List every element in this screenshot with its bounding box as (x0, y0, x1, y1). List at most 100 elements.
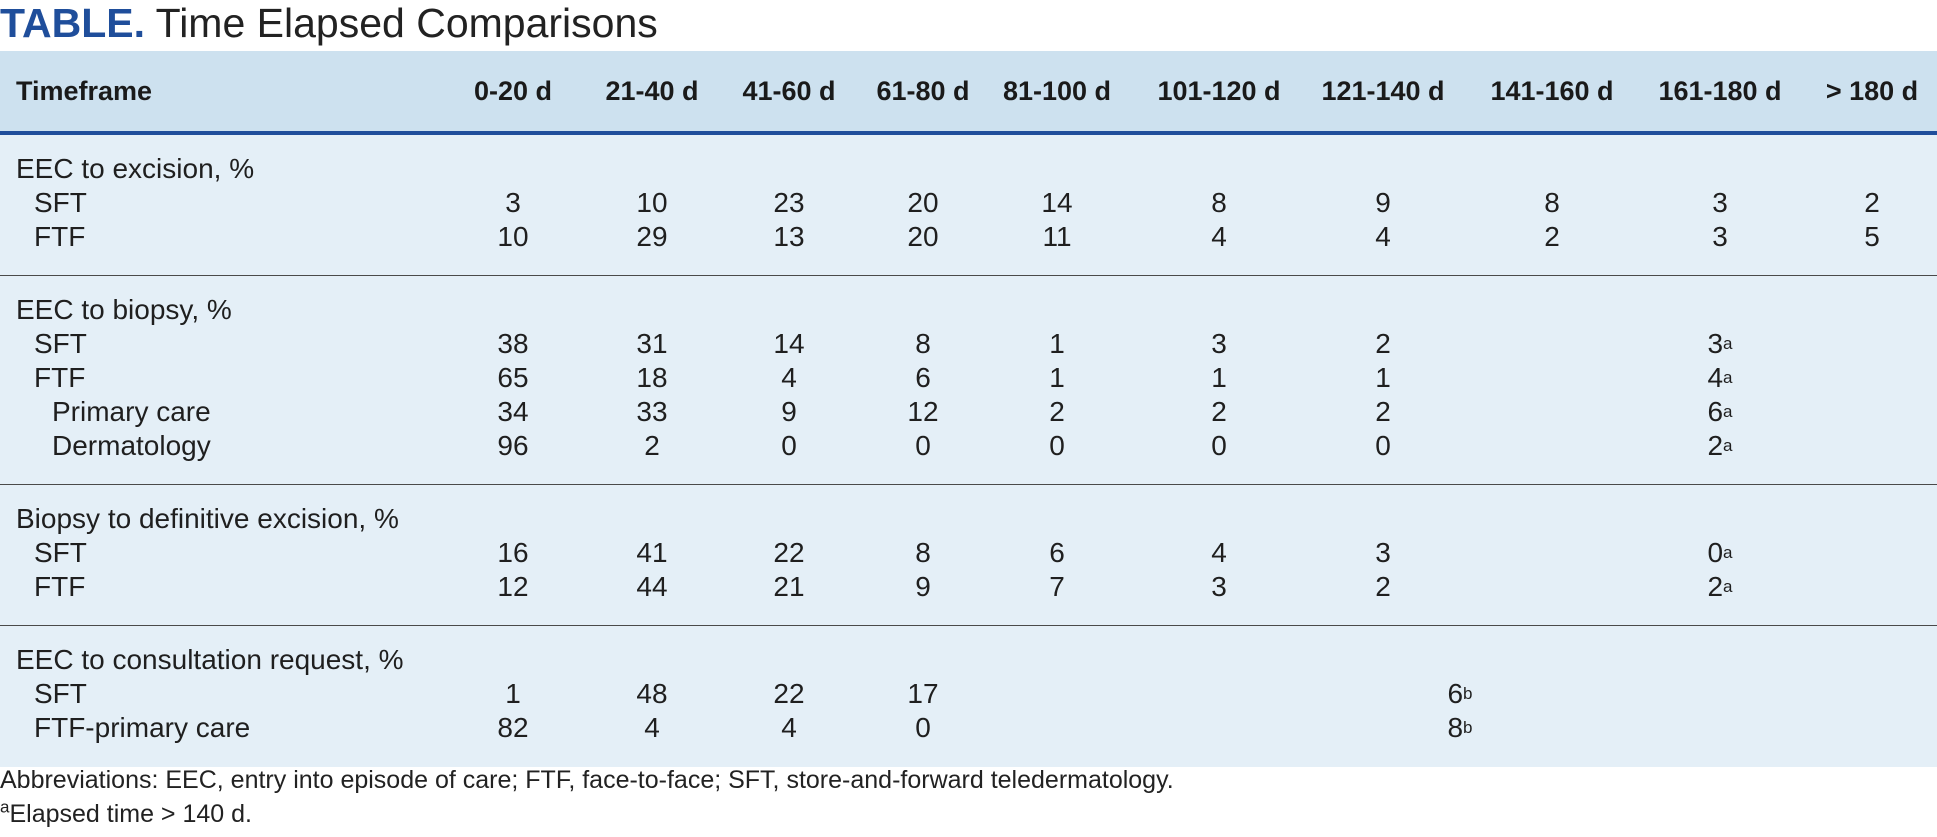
table-cell: 4 (585, 711, 719, 745)
table-cell: 12 (856, 395, 990, 429)
table-row: FTF 65 18 4 6 1 1 1 4 a (0, 361, 1937, 395)
cell-value: 10 (636, 187, 668, 218)
header-row: Timeframe 0-20 d 21-40 d 41-60 d 61-80 d 81-1… (0, 51, 1937, 135)
row-label: FTF-primary care (34, 712, 251, 743)
cell-value: 96 (497, 430, 529, 461)
cell-value: 33 (636, 396, 668, 427)
cell-value: 0 (915, 712, 931, 743)
table-cell: 2 (990, 395, 1124, 429)
cell-value: 0 (1049, 430, 1065, 461)
table-cell: 3 (1643, 220, 1797, 254)
table-label: TABLE. (0, 0, 146, 46)
table-cell: 3 (1142, 570, 1296, 604)
column-header: 101-120 d (1157, 75, 1281, 106)
cell-value: 44 (636, 571, 668, 602)
cell-value: 4 (1375, 221, 1391, 252)
cell-value: 4 (781, 362, 797, 393)
cell-value: 20 (907, 221, 939, 252)
cell-value: 0 (1211, 430, 1227, 461)
table-cell: 8 (1142, 186, 1296, 220)
column-header: 121-140 d (1321, 75, 1445, 106)
footnote-a-mark: a (0, 797, 10, 817)
table-cell: 1 (1306, 361, 1460, 395)
table-cell: 1 (990, 327, 1124, 361)
table-cell: 4 (1142, 220, 1296, 254)
table-cell: 0 (856, 711, 990, 745)
table-cell: 0 (722, 429, 856, 463)
cell-value: 1 (1211, 362, 1227, 393)
cell-value: 2 (1544, 221, 1560, 252)
table-cell: 3 (1643, 186, 1797, 220)
cell-value: 3 (1211, 571, 1227, 602)
cell-value: 12 (497, 571, 529, 602)
table-cell: 34 (446, 395, 580, 429)
group-title: EEC to excision, % (16, 153, 255, 184)
group-title: Biopsy to definitive excision, % (16, 503, 399, 534)
table-cell: 11 (990, 220, 1124, 254)
table-cell: 2 (585, 429, 719, 463)
table-cell: 2 (1306, 570, 1460, 604)
table-cell: 1 (990, 361, 1124, 395)
table-cell: 18 (585, 361, 719, 395)
cell-value: 12 (907, 396, 939, 427)
table-cell: 14 (722, 327, 856, 361)
column-header: > 180 d (1825, 75, 1919, 106)
row-label: SFT (34, 187, 87, 218)
table-cell: 44 (585, 570, 719, 604)
cell-value: 2 (1211, 396, 1227, 427)
table-row: SFT 38 31 14 8 1 3 2 3 a (0, 327, 1937, 361)
row-label: FTF (34, 571, 86, 602)
table-row: FTF-primary care 82 4 4 0 8 b (0, 711, 1937, 745)
cell-value: 9 (1375, 187, 1391, 218)
column-header: 61-80 d (876, 75, 970, 106)
table-cell: 9 (856, 570, 990, 604)
row-label: SFT (34, 328, 87, 359)
cell-value: 13 (773, 221, 805, 252)
cell-value: 1 (1375, 362, 1391, 393)
group-title: EEC to biopsy, % (16, 294, 232, 325)
row-label: Dermatology (52, 430, 211, 461)
cell-value: 3 (1712, 221, 1728, 252)
table-cell: 3 (1306, 536, 1460, 570)
cell-value: 1 (1049, 328, 1065, 359)
cell-value: 0 (781, 430, 797, 461)
table-cell: 10 (446, 220, 580, 254)
cell-value: 17 (907, 678, 939, 709)
cell-value: 2 (644, 430, 660, 461)
cell-value: 48 (636, 678, 668, 709)
table-cell: 29 (585, 220, 719, 254)
cell-value: 6 (915, 362, 931, 393)
table-group: EEC to biopsy, % SFT 38 31 14 8 1 3 2 3 a FTF 65 18 4 6… (0, 276, 1937, 485)
cell-value: 9 (915, 571, 931, 602)
cell-value: 34 (497, 396, 529, 427)
cell-value: 4 (1211, 537, 1227, 568)
column-header: 141-160 d (1490, 75, 1614, 106)
table-cell: 4 (1142, 536, 1296, 570)
table-cell: 96 (446, 429, 580, 463)
cell-value: 20 (907, 187, 939, 218)
column-header: 41-60 d (742, 75, 836, 106)
table-group: Biopsy to definitive excision, % SFT 16 41 2… (0, 485, 1937, 626)
cell-value: 8 (1211, 187, 1227, 218)
cell-value: 3 (1375, 537, 1391, 568)
cell-value: 3 (505, 187, 521, 218)
table-cell: 5 (1812, 220, 1932, 254)
table-cell: 8 (1475, 186, 1629, 220)
cell-value: 10 (497, 221, 529, 252)
table-cell: 33 (585, 395, 719, 429)
table-cell: 1 (446, 677, 580, 711)
cell-value: 3 (1707, 328, 1724, 359)
table-row: SFT 3 10 23 20 14 8 9 8 3 2 (0, 186, 1937, 220)
cell-value: 8 (915, 537, 931, 568)
footnote-a-text: Elapsed time > 140 d. (9, 800, 252, 828)
table-cell: 13 (722, 220, 856, 254)
table-cell: 1 (1142, 361, 1296, 395)
table-cell: 2 (1306, 327, 1460, 361)
table-cell: 22 (722, 677, 856, 711)
group-title: EEC to consultation request, % (16, 644, 404, 675)
table-cell: 38 (446, 327, 580, 361)
